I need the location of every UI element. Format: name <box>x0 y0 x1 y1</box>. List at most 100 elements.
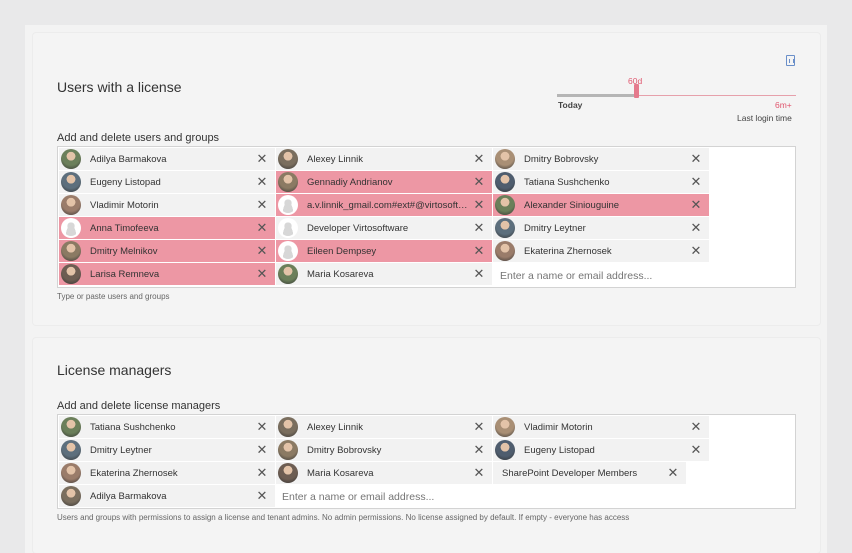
user-chip-name: Dmitry Bobrovsky <box>307 444 382 456</box>
user-avatar <box>278 440 298 460</box>
user-chip[interactable]: Gennadiy Andrianov ✕ <box>276 171 492 193</box>
user-chip-name: Eugeny Listopad <box>90 176 161 188</box>
remove-icon[interactable]: ✕ <box>473 220 485 235</box>
remove-icon[interactable]: ✕ <box>256 243 268 258</box>
user-chip-name: Ekaterina Zhernosek <box>90 467 178 479</box>
user-chip-name: Vladimir Motorin <box>524 421 593 433</box>
remove-icon[interactable]: ✕ <box>690 220 702 235</box>
user-chip[interactable]: Ekaterina Zhernosek ✕ <box>59 462 275 484</box>
excel-export-icon[interactable] <box>786 55 795 66</box>
user-chip-name: Eugeny Listopad <box>524 444 595 456</box>
user-chip-name: Gennadiy Andrianov <box>307 176 393 188</box>
user-chip[interactable]: Eugeny Listopad ✕ <box>59 171 275 193</box>
remove-icon[interactable]: ✕ <box>473 442 485 457</box>
remove-icon[interactable]: ✕ <box>256 419 268 434</box>
user-chip-name: Eileen Dempsey <box>307 245 377 257</box>
user-chip[interactable]: Alexey Linnik ✕ <box>276 416 492 438</box>
remove-icon[interactable]: ✕ <box>473 151 485 166</box>
last-login-slider-track[interactable] <box>557 94 796 97</box>
user-chip-name: Anna Timofeeva <box>90 222 159 234</box>
user-chip-name: Vladimir Motorin <box>90 199 159 211</box>
add-managers-label: Add and delete license managers <box>57 400 221 412</box>
user-chip[interactable]: Developer Virtosoftware ✕ <box>276 217 492 239</box>
user-chip[interactable]: a.v.linnik_gmail.com#ext#@virtosoftware.… <box>276 194 492 216</box>
user-avatar <box>61 172 81 192</box>
remove-icon[interactable]: ✕ <box>473 197 485 212</box>
user-chip[interactable]: Anna Timofeeva ✕ <box>59 217 275 239</box>
remove-icon[interactable]: ✕ <box>256 465 268 480</box>
remove-icon[interactable]: ✕ <box>473 174 485 189</box>
user-chip[interactable]: Adilya Barmakova ✕ <box>59 485 275 507</box>
user-chip[interactable]: Adilya Barmakova ✕ <box>59 148 275 170</box>
remove-icon[interactable]: ✕ <box>256 197 268 212</box>
remove-icon[interactable]: ✕ <box>256 220 268 235</box>
remove-icon[interactable]: ✕ <box>690 442 702 457</box>
remove-icon[interactable]: ✕ <box>473 419 485 434</box>
user-avatar <box>495 149 515 169</box>
user-avatar <box>278 149 298 169</box>
user-chip[interactable]: Dmitry Melnikov ✕ <box>59 240 275 262</box>
user-chip-name: Dmitry Bobrovsky <box>524 153 599 165</box>
slider-max-label: 6m+ <box>775 100 792 110</box>
remove-icon[interactable]: ✕ <box>256 442 268 457</box>
user-chip[interactable]: Ekaterina Zhernosek ✕ <box>493 240 709 262</box>
remove-icon[interactable]: ✕ <box>690 419 702 434</box>
remove-icon[interactable]: ✕ <box>690 243 702 258</box>
remove-icon[interactable]: ✕ <box>690 151 702 166</box>
remove-icon[interactable]: ✕ <box>473 266 485 281</box>
user-chip[interactable]: Dmitry Leytner ✕ <box>59 439 275 461</box>
user-chip[interactable]: SharePoint Developer Members ✕ <box>493 462 686 484</box>
last-login-slider-handle[interactable] <box>634 84 639 98</box>
user-chip[interactable]: Dmitry Leytner ✕ <box>493 217 709 239</box>
user-chip[interactable]: Dmitry Bobrovsky ✕ <box>276 439 492 461</box>
user-chip[interactable]: Tatiana Sushchenko ✕ <box>59 416 275 438</box>
user-chip[interactable]: Vladimir Motorin ✕ <box>59 194 275 216</box>
user-chip-name: Maria Kosareva <box>307 268 374 280</box>
user-avatar <box>495 440 515 460</box>
user-chip[interactable]: Maria Kosareva ✕ <box>276 462 492 484</box>
user-chip[interactable]: Larisa Remneva ✕ <box>59 263 275 285</box>
remove-icon[interactable]: ✕ <box>256 151 268 166</box>
user-avatar <box>278 417 298 437</box>
user-avatar <box>61 264 81 284</box>
remove-icon[interactable]: ✕ <box>256 488 268 503</box>
user-chip-name: Dmitry Leytner <box>90 444 152 456</box>
remove-icon[interactable]: ✕ <box>256 174 268 189</box>
managers-search-input[interactable] <box>282 486 582 508</box>
remove-icon[interactable]: ✕ <box>473 243 485 258</box>
user-chip[interactable]: Alexey Linnik ✕ <box>276 148 492 170</box>
user-avatar <box>495 218 515 238</box>
user-chip[interactable]: Vladimir Motorin ✕ <box>493 416 709 438</box>
managers-section-title: License managers <box>57 362 172 378</box>
license-card: Users with a license 60d Today 6m+ Last … <box>33 33 820 325</box>
remove-icon[interactable]: ✕ <box>690 174 702 189</box>
slider-value-label: 60d <box>628 76 643 86</box>
user-chip-name: Alexey Linnik <box>307 153 363 165</box>
slider-min-label: Today <box>558 100 583 110</box>
license-section-title: Users with a license <box>57 79 182 95</box>
license-search-input[interactable] <box>500 265 790 287</box>
user-chip-name: Alexander Siniouguine <box>524 199 620 211</box>
license-hint: Type or paste users and groups <box>57 292 170 301</box>
user-chip-name: Developer Virtosoftware <box>307 222 409 234</box>
user-chip[interactable]: Dmitry Bobrovsky ✕ <box>493 148 709 170</box>
license-people-picker[interactable]: Adilya Barmakova ✕ Alexey Linnik ✕ Dmitry Bo… <box>57 146 796 288</box>
default-avatar-icon <box>61 218 81 238</box>
remove-icon[interactable]: ✕ <box>690 197 702 212</box>
managers-card: License managers Add and delete license … <box>33 338 820 553</box>
user-avatar <box>495 172 515 192</box>
user-chip-name: Adilya Barmakova <box>90 490 167 502</box>
remove-icon[interactable]: ✕ <box>473 465 485 480</box>
managers-people-picker[interactable]: Tatiana Sushchenko ✕ Alexey Linnik ✕ Vladimi… <box>57 414 796 509</box>
add-users-label: Add and delete users and groups <box>57 132 220 144</box>
user-avatar <box>61 440 81 460</box>
user-chip[interactable]: Eugeny Listopad ✕ <box>493 439 709 461</box>
user-chip[interactable]: Eileen Dempsey ✕ <box>276 240 492 262</box>
managers-hint: Users and groups with permissions to ass… <box>57 513 630 522</box>
user-chip[interactable]: Alexander Siniouguine ✕ <box>493 194 709 216</box>
remove-icon[interactable]: ✕ <box>667 465 679 480</box>
user-avatar <box>278 264 298 284</box>
remove-icon[interactable]: ✕ <box>256 266 268 281</box>
user-chip[interactable]: Maria Kosareva ✕ <box>276 263 492 285</box>
user-chip[interactable]: Tatiana Sushchenko ✕ <box>493 171 709 193</box>
